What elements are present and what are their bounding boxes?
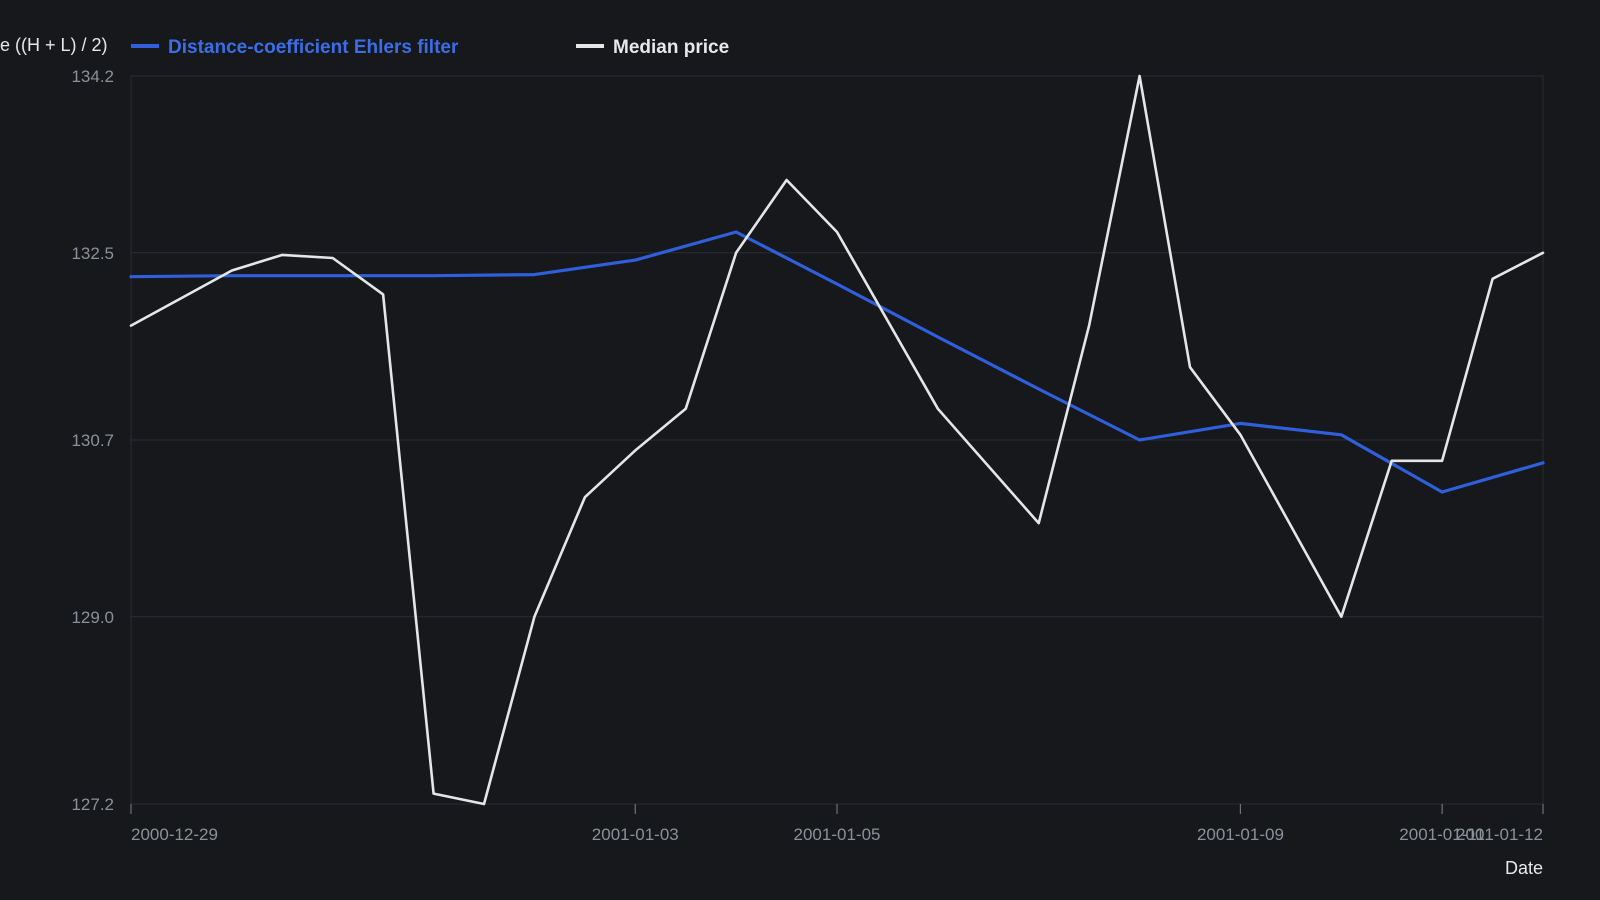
y-tick-label: 127.2 [71,795,114,814]
x-tick-label: 2001-01-12 [1456,825,1543,844]
y-tick-label: 130.7 [71,431,114,450]
axis-layer: 127.2 129.0 130.7 132.5 134.2 2000-12-29 2001-… [71,67,1544,878]
series-layer [129,74,1545,806]
y-tick-label: 129.0 [71,608,114,627]
y-tick-label: 134.2 [71,67,114,86]
x-tick-label: 2001-01-05 [794,825,881,844]
y-tick-label: 132.5 [71,244,114,263]
y-axis-title: e ((H + L) / 2) [0,35,108,55]
grid-layer [130,75,1544,805]
legend-label: Distance-coefficient Ehlers filter [168,37,459,58]
series-line-ehlers-filter [129,230,1545,494]
legend-label: Median price [613,37,729,58]
x-tick-label: 2001-01-03 [592,825,679,844]
legend: e ((H + L) / 2) Distance-coefficient Ehle… [0,35,729,58]
series-line-median-price [129,74,1545,806]
x-tick-label: 2001-01-09 [1197,825,1284,844]
x-tick-label: 2001-01-11 [1399,825,1485,844]
x-axis-title: Date [1505,858,1543,878]
x-tick-label: 2000-12-29 [131,825,218,844]
